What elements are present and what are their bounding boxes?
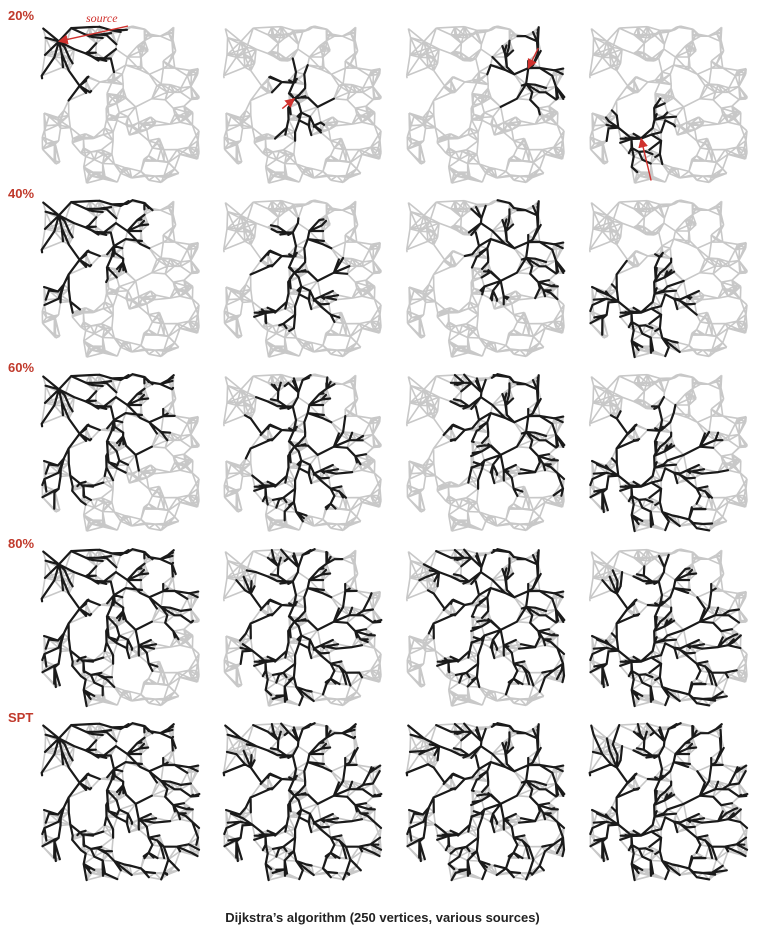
graph-panel <box>405 199 566 358</box>
graph-panel <box>405 373 566 532</box>
graph-panel <box>40 548 201 708</box>
graph-edges <box>222 373 383 532</box>
graph-edges <box>222 199 383 358</box>
graph-edges <box>405 722 566 881</box>
shortest-path-tree <box>589 553 742 708</box>
row-label-40: 40% <box>8 186 35 201</box>
shortest-path-tree <box>40 722 201 882</box>
source-arrow <box>527 47 539 69</box>
graph-edges <box>588 373 749 532</box>
graph-edges <box>405 373 566 532</box>
graph-panel <box>40 199 201 358</box>
graph-edges <box>405 548 566 707</box>
shortest-path-tree <box>405 722 566 882</box>
graph-panel <box>588 548 749 708</box>
graph-edges <box>588 25 749 184</box>
graph-panel <box>588 373 749 533</box>
source-arrows <box>57 25 652 181</box>
shortest-path-tree <box>235 548 383 707</box>
graph-panel <box>40 722 201 882</box>
graph-edges <box>588 199 749 358</box>
row-label-60: 60% <box>8 360 35 375</box>
source-arrow <box>57 25 129 45</box>
graph-panel <box>222 25 383 184</box>
graph-edges <box>405 199 566 358</box>
row-label-spt: SPT <box>8 710 34 725</box>
shortest-path-tree <box>589 251 700 359</box>
shortest-path-tree <box>486 26 566 116</box>
figure-caption: Dijkstra’s algorithm (250 vertices, vari… <box>225 910 540 925</box>
shortest-path-tree <box>222 722 383 882</box>
shortest-path-tree <box>418 548 566 696</box>
graph-edges <box>405 25 566 184</box>
graph-panel <box>222 199 383 358</box>
graph-panel <box>40 373 201 532</box>
graph-panel <box>588 199 749 359</box>
row-label-80: 80% <box>8 536 35 551</box>
panel-grid <box>40 25 749 882</box>
graph-panel <box>222 722 383 882</box>
shortest-path-tree <box>249 217 351 332</box>
shortest-path-tree <box>463 199 566 306</box>
graph-panel <box>588 722 749 882</box>
graph-panel <box>588 25 749 184</box>
graph-panel <box>40 25 201 184</box>
shortest-path-tree <box>40 199 154 314</box>
graph-edges <box>222 25 383 184</box>
graph-panel <box>405 548 566 707</box>
shortest-path-tree <box>243 374 368 523</box>
shortest-path-tree <box>40 548 200 708</box>
graph-edges <box>222 548 383 707</box>
shortest-path-tree <box>589 396 730 533</box>
graph-panel <box>405 25 566 184</box>
shortest-path-tree <box>442 373 566 497</box>
graph-edges <box>222 722 383 881</box>
shortest-path-tree <box>588 722 749 882</box>
source-annotation: source <box>86 11 118 25</box>
source-arrow <box>281 97 296 110</box>
graph-panel <box>405 722 566 882</box>
graph-panel <box>222 373 383 532</box>
source-arrow <box>638 137 652 181</box>
shortest-path-tree <box>40 373 176 510</box>
row-label-20: 20% <box>8 8 35 23</box>
graph-panel <box>222 548 383 707</box>
